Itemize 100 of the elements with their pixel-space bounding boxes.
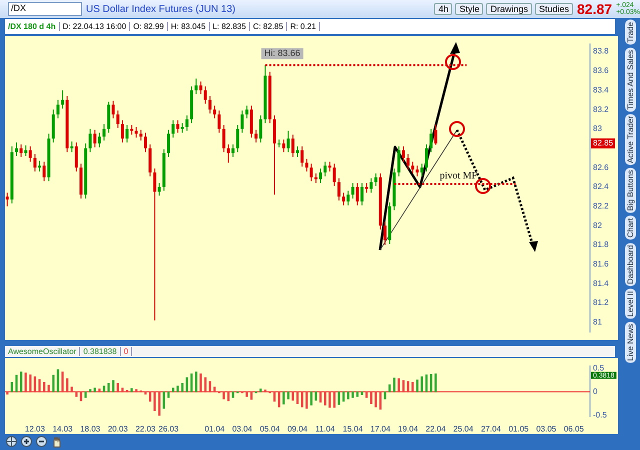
candlestick xyxy=(15,142,18,156)
text: Dashboard xyxy=(624,242,636,286)
bar xyxy=(172,388,174,392)
candlestick xyxy=(38,160,42,172)
bar xyxy=(195,372,198,392)
bar xyxy=(412,382,414,392)
bar xyxy=(204,377,207,392)
candlestick xyxy=(236,124,240,153)
bar xyxy=(222,391,225,400)
y-tick-label: 81.6 xyxy=(593,260,610,269)
candlestick xyxy=(384,221,387,246)
text: Drawings xyxy=(486,3,532,15)
candlestick xyxy=(102,124,106,142)
text: C: 82.85 xyxy=(250,22,288,31)
bar xyxy=(112,380,114,392)
bar xyxy=(52,374,54,392)
candlestick xyxy=(112,100,115,119)
bar xyxy=(89,389,92,392)
x-tick-label: 01.04 xyxy=(204,424,226,434)
x-tick-label: 05.04 xyxy=(260,424,280,434)
candlestick xyxy=(337,178,340,201)
candlestick xyxy=(213,105,216,119)
bar xyxy=(282,391,285,404)
x-tick-label: 22.04 xyxy=(426,424,446,434)
text: Chart xyxy=(624,216,636,240)
candlestick xyxy=(319,168,322,184)
x-tick-label: 25.04 xyxy=(453,424,474,434)
candlestick xyxy=(296,146,299,158)
text: Big Buttons xyxy=(624,168,636,214)
bar xyxy=(420,376,423,392)
candlestick xyxy=(218,110,221,134)
bar xyxy=(200,374,202,392)
bar xyxy=(121,388,124,392)
candlestick xyxy=(88,128,92,153)
x-tick-label: 09.04 xyxy=(287,424,308,434)
y-tick-label: 83.8 xyxy=(593,46,610,56)
text: Level II xyxy=(624,289,636,319)
x-tick-label: 15.04 xyxy=(342,424,364,434)
bar xyxy=(278,391,280,408)
candlestick xyxy=(305,158,308,172)
candlestick xyxy=(300,146,304,168)
candlestick xyxy=(402,146,405,162)
y-tick-label: 81.2 xyxy=(593,298,610,308)
candlestick xyxy=(126,124,129,143)
x-tick-label: 20.03 xyxy=(108,424,128,434)
candlestick xyxy=(167,129,170,158)
bar xyxy=(154,391,156,412)
y-tick-label: 83.4 xyxy=(593,85,610,94)
bar xyxy=(393,378,396,392)
text: Live News xyxy=(624,322,636,363)
bar xyxy=(176,386,179,392)
candlestick xyxy=(374,172,378,186)
y-tick-label: 82 xyxy=(593,220,602,230)
candlestick xyxy=(120,120,124,143)
candlestick xyxy=(56,99,60,119)
bar xyxy=(260,388,262,392)
candlestick xyxy=(199,81,202,95)
x-tick-label: 01.05 xyxy=(508,424,530,434)
candlestick xyxy=(116,110,120,128)
candlestick xyxy=(406,154,410,170)
ref-line-label: pivot MF xyxy=(440,170,478,182)
bar xyxy=(135,389,138,392)
bar xyxy=(6,391,8,395)
candlestick xyxy=(291,134,294,158)
candlestick xyxy=(346,190,350,206)
bar xyxy=(130,388,133,392)
candlestick xyxy=(332,163,336,186)
chart-title: /DX 180 d 4h xyxy=(5,22,60,31)
bar xyxy=(43,382,46,392)
candlestick xyxy=(240,110,244,134)
x-tick-label: 03.05 xyxy=(536,424,557,434)
text: D: 22.04.13 16:00 xyxy=(60,22,130,31)
candlestick xyxy=(208,96,212,114)
candlestick xyxy=(245,105,248,119)
text: Trade xyxy=(624,20,636,45)
text: Times And Sales xyxy=(624,48,636,112)
bar xyxy=(300,391,304,408)
bar xyxy=(48,384,50,392)
bar xyxy=(365,391,368,398)
bar xyxy=(84,391,87,398)
bar xyxy=(20,372,22,392)
bar xyxy=(116,382,119,392)
candlestick xyxy=(28,146,32,162)
candlestick xyxy=(42,161,46,182)
candlestick xyxy=(180,122,184,134)
text: Style xyxy=(455,3,484,15)
text: /DX xyxy=(8,2,82,16)
x-tick-label: 11.04 xyxy=(315,424,336,434)
text: Active Trader xyxy=(624,114,636,166)
bar xyxy=(370,391,372,404)
candlestick xyxy=(20,144,23,158)
candlestick xyxy=(74,142,78,172)
candlestick xyxy=(144,132,147,153)
candlestick xyxy=(430,128,433,153)
x-tick-label: 14.03 xyxy=(52,424,74,434)
candlestick xyxy=(351,182,354,200)
bar xyxy=(328,391,331,408)
bar xyxy=(66,378,68,392)
x-tick-label: 18.03 xyxy=(80,424,101,434)
x-tick-label: 26.03 xyxy=(158,424,180,434)
